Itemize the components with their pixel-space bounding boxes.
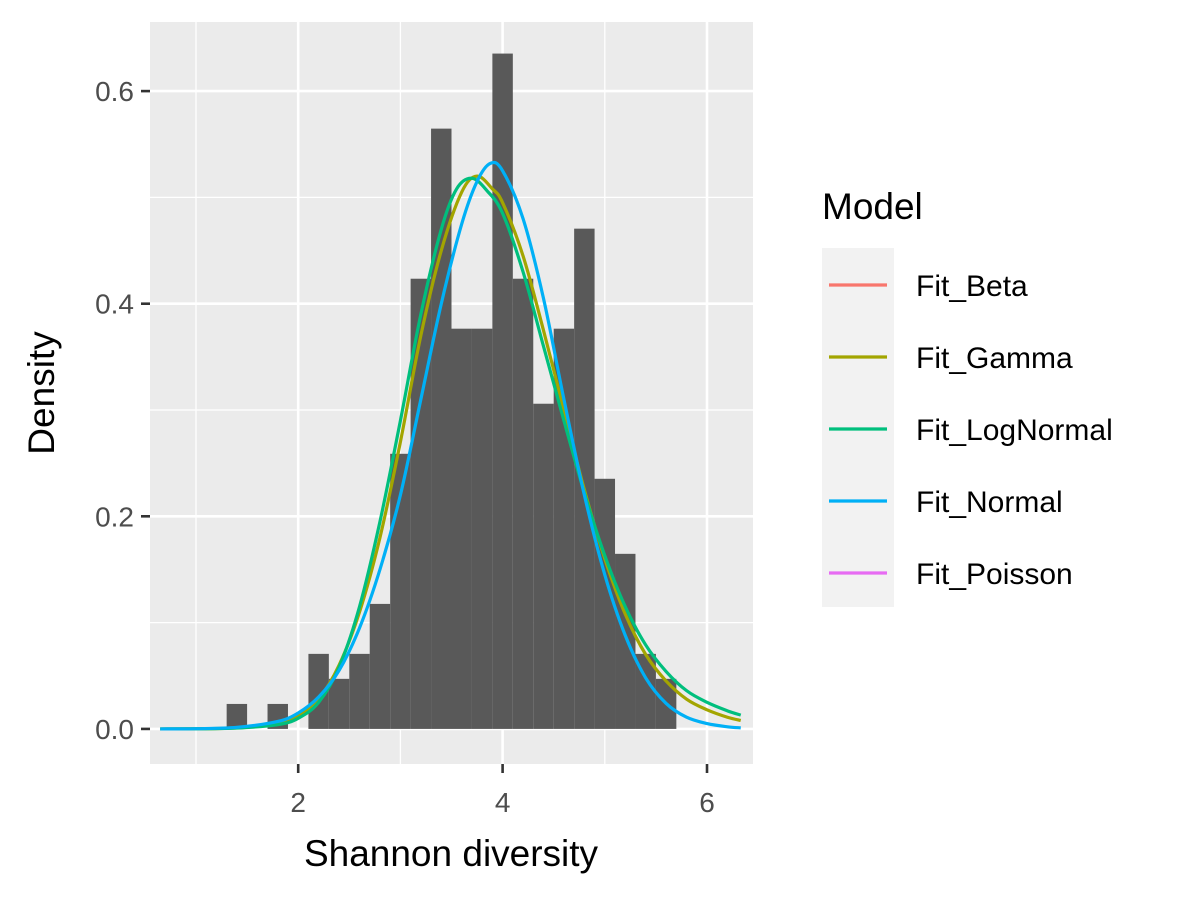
histogram-bar: [369, 603, 391, 729]
y-tick-label: 0.4: [95, 289, 134, 320]
histogram-bar: [492, 53, 513, 729]
legend: Model Fit_BetaFit_GammaFit_LogNormalFit_…: [822, 186, 1113, 607]
histogram-bar: [328, 678, 350, 729]
x-tick-label: 2: [290, 787, 306, 818]
histogram-bar: [308, 653, 329, 729]
legend-label: Fit_LogNormal: [916, 414, 1113, 447]
histogram-bar: [471, 328, 493, 729]
histogram-bar: [533, 403, 554, 729]
fit-curve-fit-gamma: [160, 174, 742, 731]
histogram-bar: [431, 128, 452, 729]
histogram-bar: [512, 278, 534, 729]
histogram-bar: [615, 553, 636, 729]
histogram-bar: [635, 653, 656, 729]
histogram-bar: [349, 653, 370, 729]
x-axis: 2 4 6: [290, 764, 715, 818]
x-axis-title: Shannon diversity: [304, 833, 599, 874]
fit-curves: [160, 160, 742, 731]
y-axis-title: Density: [21, 331, 62, 455]
legend-label: Fit_Gamma: [916, 342, 1073, 375]
y-tick-label: 0.2: [95, 501, 134, 532]
legend-entries: Fit_Beta Fit_Gamma Fit_LogNormal Fit_Normal…: [829, 270, 1113, 591]
histogram-bar: [390, 453, 411, 729]
fit-curve-fit-normal: [160, 160, 741, 731]
x-tick-label: 6: [699, 787, 715, 818]
y-tick-label: 0.0: [95, 714, 134, 745]
legend-title: Model: [822, 186, 923, 227]
histogram-bar: [451, 328, 472, 729]
histogram-bar: [594, 478, 616, 729]
histogram-bar: [574, 228, 595, 729]
y-axis: 0.0 0.2 0.4 0.6: [95, 76, 150, 745]
histogram-bar: [226, 703, 248, 729]
fit-curve-fit-lognormal: [160, 176, 742, 731]
legend-label: Fit_Poisson: [916, 558, 1073, 591]
y-tick-label: 0.6: [95, 76, 134, 107]
legend-label: Fit_Normal: [916, 486, 1063, 519]
x-tick-label: 4: [495, 787, 511, 818]
histogram-bar: [410, 278, 432, 729]
legend-label: Fit_Beta: [916, 270, 1028, 303]
